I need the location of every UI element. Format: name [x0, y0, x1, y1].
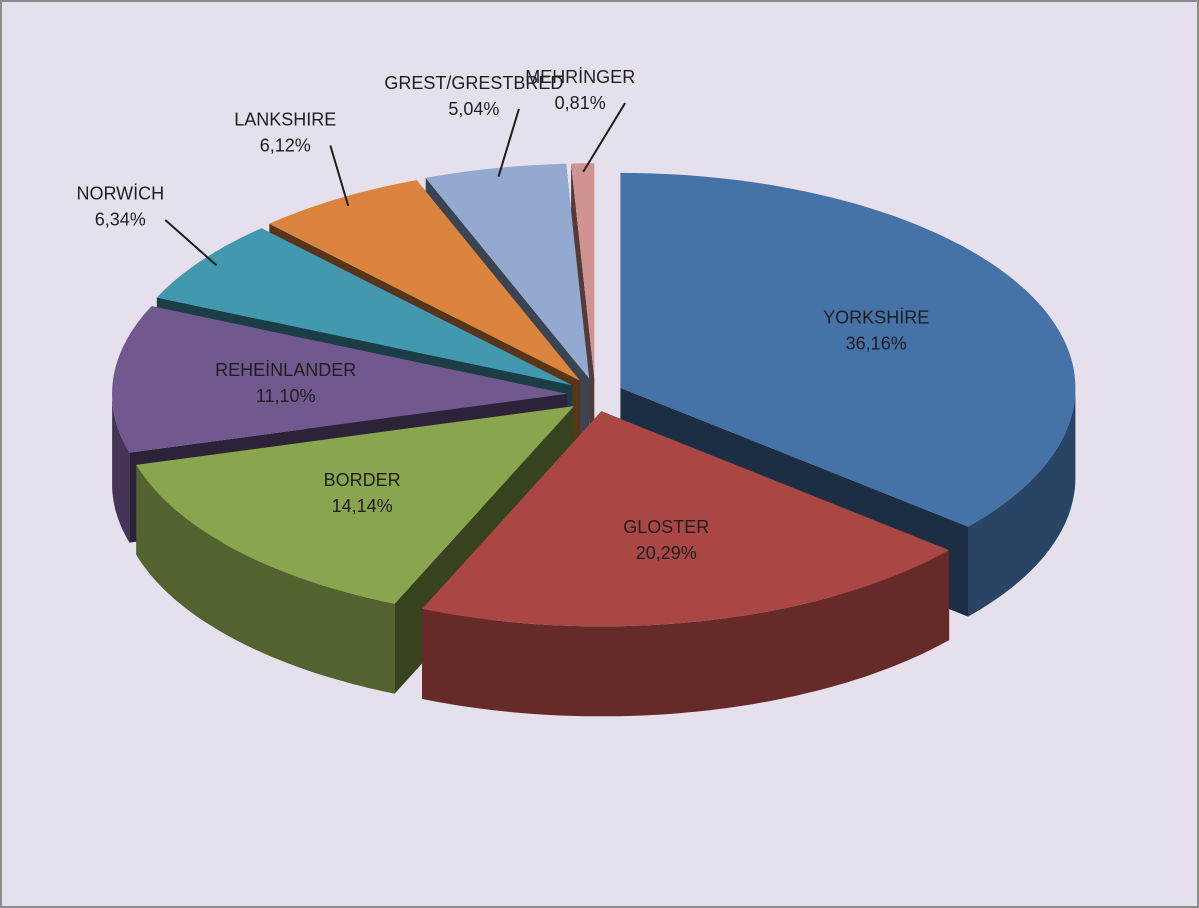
- slice-value: 0,81%: [555, 93, 606, 113]
- slice: [571, 163, 595, 379]
- slice: [422, 411, 950, 627]
- slice-value: 5,04%: [448, 99, 499, 119]
- slice-label: YORKSHİRE: [823, 308, 929, 328]
- slice-label: GLOSTER: [623, 517, 709, 537]
- slice-value: 14,14%: [332, 496, 393, 516]
- slice-side: [968, 387, 1076, 617]
- slice: [620, 172, 1076, 527]
- slice-value: 6,12%: [260, 135, 311, 155]
- slice-side: [422, 550, 950, 717]
- slice-side: [112, 393, 130, 543]
- slice-side: [136, 464, 395, 694]
- slice: [156, 228, 573, 386]
- slice-value: 20,29%: [636, 543, 697, 563]
- slice-label: REHEİNLANDER: [215, 360, 356, 380]
- slice-label: NORWİCH: [76, 184, 164, 204]
- slice: [136, 406, 575, 604]
- leader-line: [164, 219, 218, 267]
- slice-label: GREST/GRESTBRED: [384, 73, 563, 93]
- slice-label: MEHRİNGER: [525, 67, 635, 87]
- slice-value: 6,34%: [95, 210, 146, 230]
- slice: [269, 180, 581, 381]
- slice: [112, 306, 568, 453]
- slice-value: 11,10%: [256, 386, 316, 406]
- leader-line: [582, 102, 627, 173]
- slice: [425, 163, 590, 379]
- slice-label: BORDER: [324, 470, 401, 490]
- slice-label: LANKSHIRE: [234, 109, 336, 129]
- leader-line: [497, 108, 520, 177]
- leader-line: [329, 145, 350, 207]
- slice-value: 36,16%: [846, 334, 907, 354]
